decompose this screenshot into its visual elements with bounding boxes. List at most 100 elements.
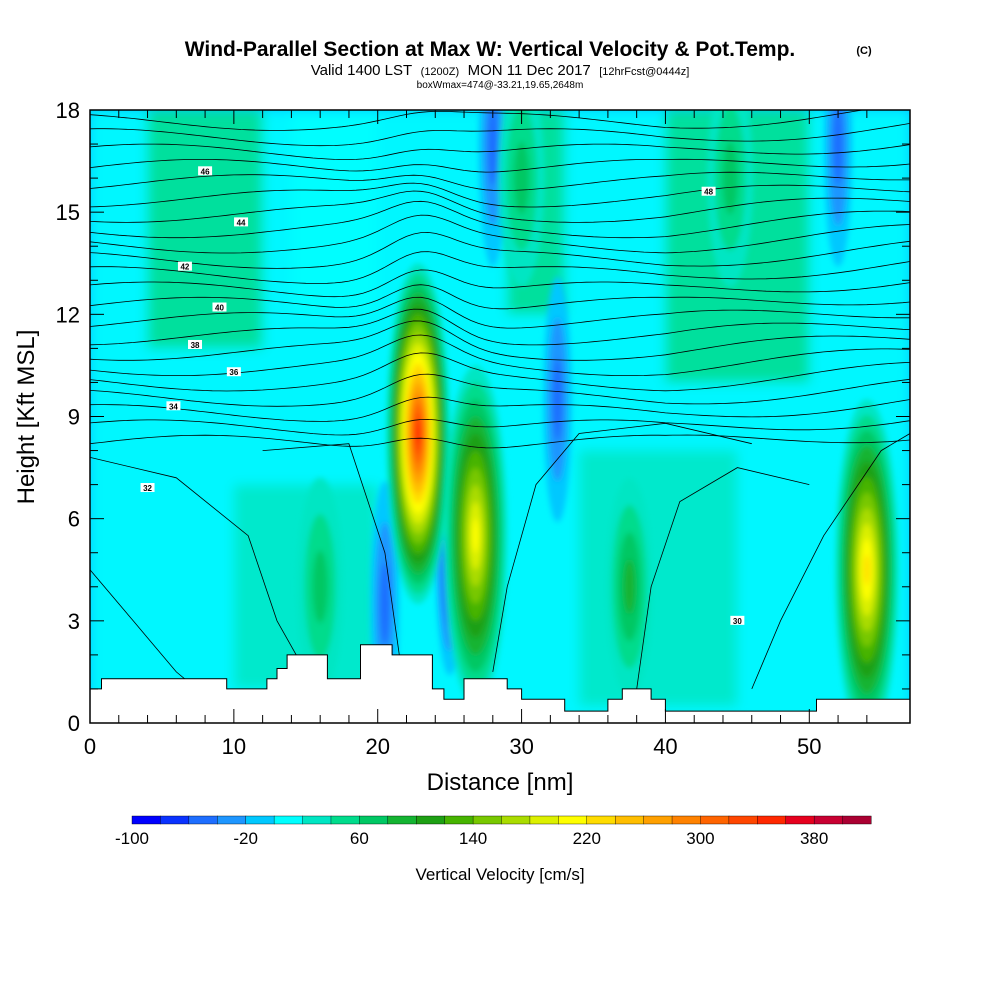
- colorbar-swatch: [785, 815, 815, 825]
- theta-label-bg: [730, 615, 745, 625]
- theta-contour: [751, 433, 910, 690]
- y-tick-label: 3: [68, 609, 80, 634]
- theta-contour-label: 40: [212, 302, 227, 313]
- theta-contour-label: 42: [177, 261, 192, 272]
- theta-contour: [90, 231, 910, 269]
- chart-subtitle: Valid 1400 LST (1200Z) MON 11 Dec 2017 […: [311, 62, 690, 79]
- theta-label-text: 48: [704, 188, 713, 197]
- theta-contour: [90, 182, 910, 208]
- theta-contour-label: 46: [198, 166, 213, 176]
- y-tick-labels: 0 3 6 9 12 15 18: [56, 98, 80, 736]
- theta-contour: [90, 200, 910, 239]
- colorbar-swatch: [217, 815, 247, 825]
- theta-contour: [90, 457, 307, 673]
- theta-label-bg: [226, 367, 241, 377]
- theta-contour: [90, 214, 910, 254]
- theta-contour: [90, 123, 910, 147]
- theta-label-bg: [701, 186, 716, 196]
- colorbar-swatch: [700, 815, 730, 825]
- theta-contour-label: 30: [730, 615, 745, 626]
- colorbar-tick-label: 300: [686, 829, 714, 848]
- theta-label-bg: [198, 166, 213, 176]
- axis-ticks: [89, 109, 910, 724]
- theta-contour: [90, 110, 866, 131]
- theta-label-text: 32: [143, 484, 152, 493]
- updraft-contour: [312, 550, 328, 624]
- theta-contour: [636, 467, 810, 689]
- theta-label-text: 38: [191, 341, 200, 350]
- colorbar-swatch: [813, 815, 844, 825]
- theta-contour-label: 48: [701, 186, 716, 197]
- x-tick-label: 40: [653, 734, 677, 759]
- colorbar-swatch: [416, 815, 446, 825]
- colorbar-swatch: [188, 815, 218, 825]
- colorbar-swatch: [842, 815, 872, 825]
- theta-contour: [90, 284, 910, 310]
- colorbar-swatch: [643, 815, 673, 825]
- colorbar-swatch: [472, 815, 503, 825]
- y-tick-label: 0: [68, 711, 80, 736]
- chart-title: Wind-Parallel Section at Max W: Vertical…: [185, 38, 796, 61]
- theta-contour: [90, 396, 910, 422]
- colorbar-swatch: [558, 815, 588, 825]
- theta-label-text: 34: [169, 402, 178, 411]
- theta-contour: [90, 373, 910, 407]
- theta-contour: [90, 143, 910, 160]
- updraft-contour: [416, 423, 420, 444]
- theta-contour: [90, 320, 910, 361]
- colorbar-swatch: [330, 815, 360, 825]
- downdraft-contour: [552, 358, 563, 441]
- colorbar-swatch: [586, 815, 616, 825]
- x-tick-label: 30: [509, 734, 533, 759]
- updraft-contour: [513, 141, 530, 215]
- theta-contour-label: 32: [140, 483, 155, 493]
- theta-label-text: 36: [229, 368, 238, 377]
- y-tick-label: 18: [56, 98, 80, 123]
- x-tick-label: 0: [84, 734, 96, 759]
- theta-contour-label: 38: [188, 339, 203, 350]
- colorbar-swatch: [501, 815, 531, 825]
- colorbar-swatch: [245, 815, 275, 825]
- theta-label-text: 30: [733, 617, 742, 626]
- y-tick-label: 9: [68, 405, 80, 430]
- colorbar-swatch: [614, 815, 645, 825]
- theta-label-bg: [188, 339, 203, 349]
- updraft-contour: [863, 554, 870, 586]
- colorbar-tick-label: 220: [573, 829, 601, 848]
- field-band: [291, 110, 378, 315]
- colorbar-swatch: [160, 815, 190, 825]
- x-tick-label: 20: [365, 734, 389, 759]
- colorbar-swatch: [387, 815, 417, 825]
- field-band: [579, 450, 738, 706]
- y-axis-label: Height [Kft MSL]: [13, 330, 40, 505]
- colorbar-swatch: [359, 815, 389, 825]
- colorbar-title: Vertical Velocity [cm/s]: [415, 865, 584, 884]
- x-tick-labels: 0 10 20 30 40 50: [84, 734, 822, 759]
- field-band: [147, 110, 263, 349]
- colorbar-swatch: [671, 815, 701, 825]
- theta-contour: [90, 158, 910, 173]
- theta-contour: [90, 190, 910, 223]
- theta-contour: [90, 334, 910, 376]
- copyright-mark: (C): [856, 45, 872, 57]
- colorbar-tick-label: -20: [233, 829, 258, 848]
- colorbar-swatch: [273, 815, 304, 825]
- colorbar: [131, 815, 872, 825]
- theta-label-bg: [212, 302, 227, 312]
- theta-label-text: 42: [180, 263, 189, 272]
- y-tick-label: 12: [56, 302, 80, 327]
- colorbar-tick-label: 380: [800, 829, 828, 848]
- theta-contour-label: 36: [226, 367, 241, 377]
- updraft-contour: [623, 559, 636, 615]
- downdraft-contour: [833, 110, 843, 185]
- theta-contour: [492, 422, 752, 672]
- theta-contour: [90, 352, 910, 392]
- field-cells: [297, 110, 899, 723]
- theta-label-bg: [140, 483, 155, 493]
- downdraft-contour: [380, 562, 390, 645]
- colorbar-swatch: [302, 815, 332, 825]
- colorbar-swatch: [131, 815, 161, 825]
- theta-contour: [90, 308, 910, 346]
- potential-temperature-contours: 32 30 34 36 38 40 42 44 46 48: [90, 110, 910, 697]
